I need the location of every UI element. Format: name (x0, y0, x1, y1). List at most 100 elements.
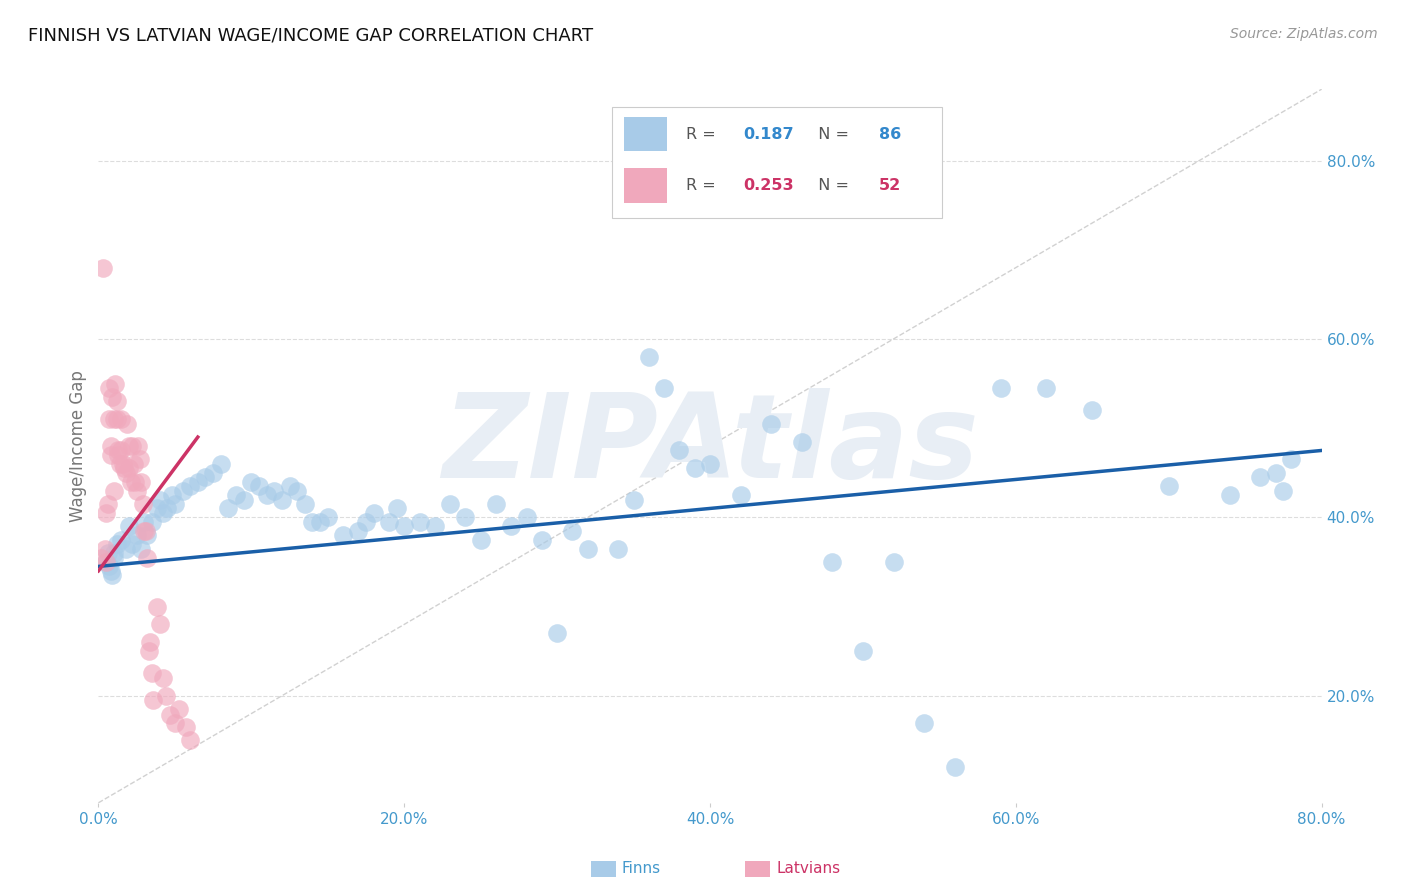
Point (118, 439, 141, 453)
Point (470, 533, 492, 547)
Point (454, 510, 477, 524)
Text: ZIPAtlas: ZIPAtlas (441, 389, 979, 503)
Point (1279, 452, 1302, 467)
Point (134, 524, 156, 538)
Point (309, 515, 332, 529)
Point (202, 466, 225, 480)
Point (363, 506, 385, 520)
Point (115, 466, 138, 480)
Point (117, 417, 139, 431)
Point (990, 381, 1012, 395)
Point (110, 412, 132, 426)
Point (485, 497, 508, 511)
Point (128, 452, 150, 467)
Point (149, 492, 172, 507)
Point (127, 439, 149, 453)
Point (94, 555, 117, 569)
Text: 0.253: 0.253 (742, 178, 793, 193)
Point (332, 528, 354, 542)
Point (172, 483, 194, 498)
Point (821, 555, 844, 569)
Point (94, 555, 117, 569)
Point (294, 497, 316, 511)
Point (408, 515, 430, 529)
Point (607, 541, 630, 556)
Point (561, 524, 583, 538)
Point (546, 626, 568, 640)
Point (354, 515, 377, 529)
Text: R =: R = (686, 127, 720, 142)
Point (105, 394, 128, 409)
Point (129, 541, 152, 556)
Text: 86: 86 (879, 127, 901, 142)
Point (103, 550, 125, 565)
Text: N =: N = (808, 178, 853, 193)
Point (347, 524, 370, 538)
Point (225, 488, 247, 502)
Point (112, 461, 135, 475)
Point (97, 497, 120, 511)
Point (301, 515, 323, 529)
Point (107, 443, 129, 458)
Point (101, 568, 124, 582)
Point (516, 510, 538, 524)
Point (121, 537, 143, 551)
Point (91, 260, 114, 275)
Point (107, 448, 129, 462)
Point (169, 702, 191, 716)
Point (110, 533, 132, 547)
Point (93, 541, 115, 556)
Point (316, 510, 339, 524)
Point (90, 550, 112, 565)
Point (1081, 403, 1104, 417)
Y-axis label: Wage/Income Gap: Wage/Income Gap (69, 370, 87, 522)
Point (160, 488, 183, 502)
Text: N =: N = (808, 127, 853, 142)
Point (141, 666, 163, 681)
Point (179, 733, 201, 747)
Point (883, 555, 905, 569)
Point (730, 488, 752, 502)
Point (217, 501, 239, 516)
Point (125, 483, 148, 498)
Point (98, 381, 121, 395)
Point (1219, 488, 1241, 502)
Point (501, 519, 523, 533)
Point (121, 439, 143, 453)
Point (240, 475, 263, 489)
Point (101, 390, 124, 404)
Point (110, 443, 132, 458)
Point (136, 550, 159, 565)
Point (108, 457, 131, 471)
Point (623, 492, 645, 507)
Point (759, 417, 782, 431)
Point (187, 475, 209, 489)
Point (135, 524, 157, 538)
Point (122, 457, 145, 471)
Point (1249, 470, 1271, 484)
Point (1272, 483, 1295, 498)
Point (1157, 479, 1180, 493)
Point (132, 497, 155, 511)
Point (136, 528, 159, 542)
Point (943, 760, 966, 774)
Text: FINNISH VS LATVIAN WAGE/INCOME GAP CORRELATION CHART: FINNISH VS LATVIAN WAGE/INCOME GAP CORRE… (28, 27, 593, 45)
Point (285, 483, 308, 498)
Point (98, 559, 121, 574)
Point (125, 528, 148, 542)
Point (103, 412, 125, 426)
Point (423, 519, 446, 533)
Point (105, 537, 128, 551)
Point (100, 564, 122, 578)
Point (149, 617, 172, 632)
Point (100, 439, 122, 453)
Point (174, 720, 197, 734)
Point (139, 635, 162, 649)
Bar (624, 117, 668, 152)
Point (576, 541, 599, 556)
Point (247, 479, 270, 493)
Bar (624, 169, 668, 202)
Point (103, 546, 125, 560)
Point (104, 376, 127, 391)
Point (156, 501, 179, 516)
